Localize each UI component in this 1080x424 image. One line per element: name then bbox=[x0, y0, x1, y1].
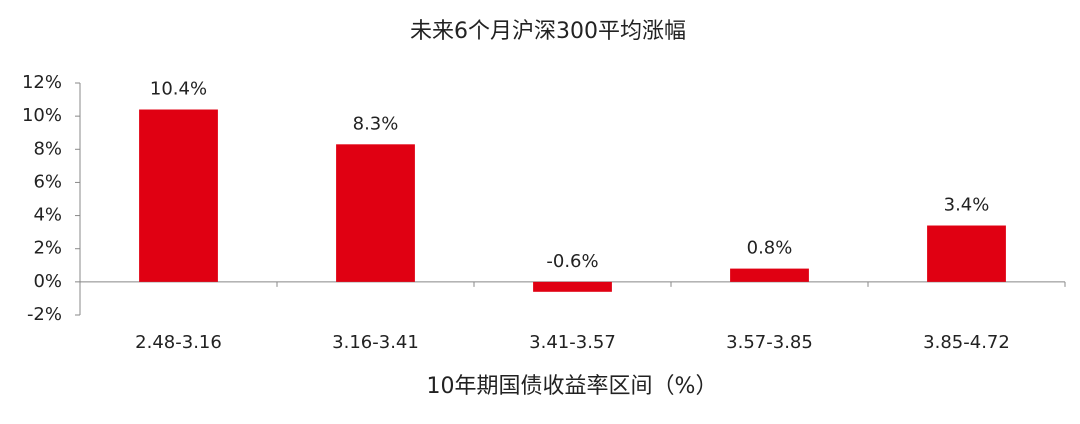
value-label: -0.6% bbox=[546, 251, 598, 272]
bar bbox=[730, 268, 809, 282]
value-label: 0.8% bbox=[747, 238, 793, 259]
y-tick-label: 10% bbox=[22, 105, 62, 126]
y-tick-label: -2% bbox=[27, 304, 62, 325]
x-tick-label: 3.16-3.41 bbox=[332, 332, 419, 353]
bar bbox=[139, 109, 218, 282]
y-tick-label: 8% bbox=[33, 138, 62, 159]
y-tick-label: 2% bbox=[33, 238, 62, 259]
bar bbox=[533, 281, 612, 292]
y-tick-label: 12% bbox=[22, 72, 62, 93]
value-label: 3.4% bbox=[944, 195, 990, 216]
y-tick-label: 6% bbox=[33, 171, 62, 192]
x-tick-label: 3.41-3.57 bbox=[529, 332, 616, 353]
x-tick-label: 3.85-4.72 bbox=[923, 332, 1010, 353]
chart-title: 未来6个月沪深300平均涨幅 bbox=[410, 19, 686, 44]
y-tick-label: 4% bbox=[33, 205, 62, 226]
x-axis-title: 10年期国债收益率区间（%） bbox=[427, 374, 718, 399]
bar bbox=[927, 225, 1006, 282]
x-tick-label: 2.48-3.16 bbox=[135, 332, 222, 353]
value-label: 8.3% bbox=[353, 113, 399, 134]
bar bbox=[336, 144, 415, 282]
value-label: 10.4% bbox=[150, 79, 207, 100]
y-tick-label: 0% bbox=[33, 271, 62, 292]
x-tick-label: 3.57-3.85 bbox=[726, 332, 813, 353]
